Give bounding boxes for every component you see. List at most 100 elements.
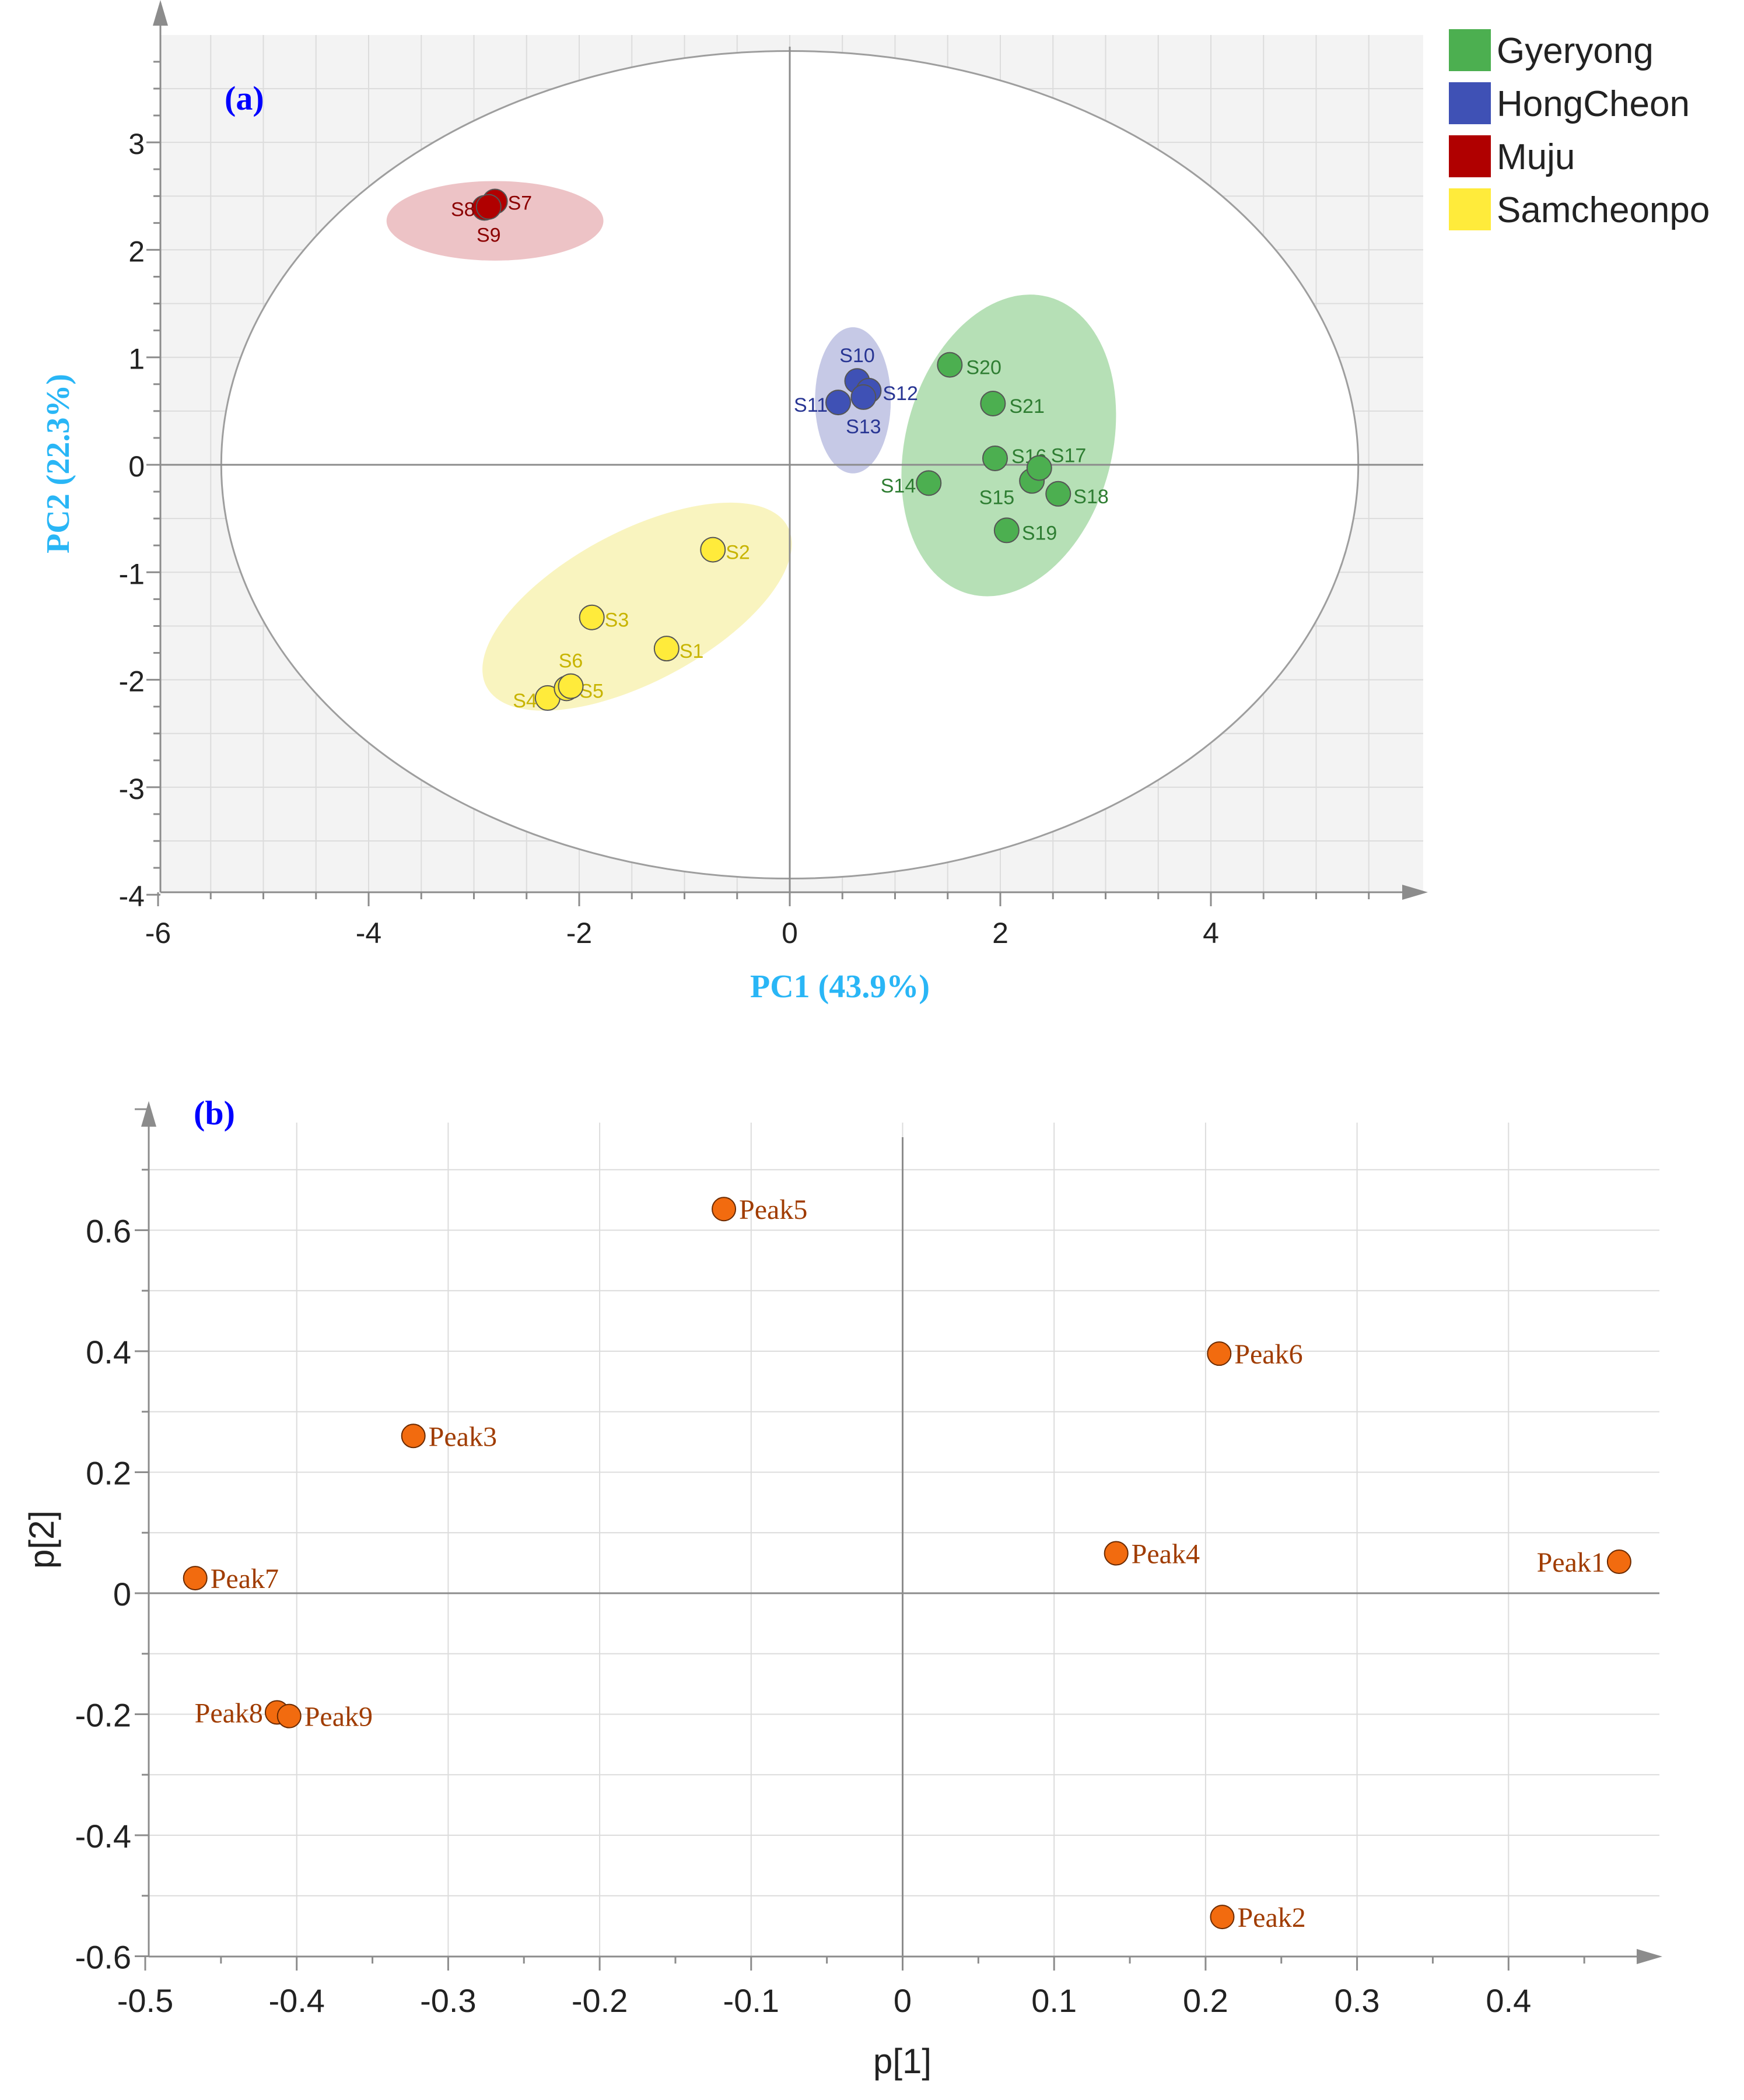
point-peak7 [183,1566,208,1591]
x-tick-label: -0.2 [572,1982,628,2019]
x-tick-label: -0.3 [420,1982,477,2019]
x-tick-label: 0.3 [1335,1982,1380,2019]
point-label-peak5: Peak5 [739,1194,807,1225]
y-tick-label: -0.4 [75,1818,132,1854]
point-label-peak1: Peak1 [1537,1547,1605,1578]
x-tick-label: -6 [145,917,171,949]
y-tick-label: -1 [119,558,145,590]
point-label-s17: S17 [1051,445,1087,467]
x-tick-label: -0.5 [117,1982,174,2019]
y-tick-label: -0.2 [75,1697,132,1734]
point-peak9 [276,1703,302,1729]
y-tick-label: 2 [128,235,145,268]
point-peak6 [1207,1341,1232,1366]
y-tick-label: 0.2 [86,1455,131,1492]
x-tick-label: 0 [894,1982,912,2019]
point-s11 [825,390,852,416]
point-s6 [558,673,584,699]
x-axis-arrow [1637,1949,1662,1964]
point-label-s12: S12 [882,383,918,405]
point-label-s2: S2 [726,542,750,564]
point-label-peak2: Peak2 [1237,1902,1305,1933]
y-tick-label: -3 [119,773,145,805]
point-s1 [653,636,680,662]
y-tick-label: 0.6 [86,1213,131,1250]
point-peak2 [1210,1905,1235,1930]
point-label-peak3: Peak3 [429,1421,497,1452]
point-label-peak7: Peak7 [211,1563,279,1594]
x-tick-label: 0 [782,917,798,949]
x-tick-label: -0.4 [268,1982,325,2019]
point-label-s3: S3 [605,609,629,632]
point-s17 [1026,455,1052,481]
point-s19 [993,517,1020,544]
y-tick-label: -2 [119,665,145,698]
legend-swatch-gyeryong [1449,29,1491,71]
point-label-s19: S19 [1022,522,1057,544]
y-axis-label: PC2 (22.3%) [40,374,76,553]
x-tick-label: 0.4 [1486,1982,1531,2019]
legend-swatch-samcheonpo [1449,188,1491,230]
point-label-s9: S9 [477,225,501,247]
point-s9 [475,194,502,220]
point-label-s13: S13 [846,416,881,438]
point-label-s18: S18 [1073,486,1109,508]
legend-swatch-hongcheon [1449,82,1491,124]
point-s16 [982,445,1008,471]
x-tick-label: -4 [356,917,381,949]
x-axis-arrow [1402,885,1428,900]
group-ellipse-muju [386,181,604,261]
legend-label-gyeryong: Gyeryong [1497,31,1654,71]
x-tick-label: -2 [566,917,592,949]
y-axis-arrow [141,1101,156,1127]
x-axis-label: p[1] [873,2042,931,2081]
point-label-s14: S14 [881,475,916,497]
point-s14 [916,470,942,496]
point-peak3 [401,1424,426,1449]
y-tick-label: 0 [128,450,145,483]
point-label-s4: S4 [513,690,537,712]
loading-plot: -0.6 -0.4 -0.2 0 0.2 0.4 0.6 -0.5 -0.4 -0.3 -0.2 -0… [22,1094,1662,2081]
legend-label-hongcheon: HongCheon [1497,84,1690,124]
legend-label-muju: Muju [1497,137,1575,177]
point-label-peak4: Peak4 [1132,1539,1200,1570]
point-label-s1: S1 [680,640,704,662]
x-axis-label: PC1 (43.9%) [750,969,930,1005]
point-label-s21: S21 [1009,395,1045,418]
loading-plot-points: Peak1 Peak2 Peak3 Peak4 Peak5 Peak6 Peak7 Peak8… [183,1194,1631,1933]
x-tick-label: 2 [992,917,1008,949]
y-axis-label: p[2] [22,1510,61,1569]
point-peak4 [1104,1541,1129,1566]
point-label-s20: S20 [966,357,1001,379]
point-label-peak8: Peak8 [195,1698,263,1729]
legend-label-samcheonpo: Samcheonpo [1497,190,1710,230]
y-tick-label: -4 [119,880,145,913]
point-s18 [1045,481,1071,507]
point-s13 [850,384,877,410]
point-label-peak9: Peak9 [304,1702,373,1733]
point-s3 [579,604,605,630]
point-label-s5: S5 [579,680,604,702]
point-peak5 [712,1197,737,1222]
x-tick-label: 0.2 [1183,1982,1228,2019]
point-label-s7: S7 [508,192,533,214]
point-label-s11: S11 [794,394,828,416]
y-tick-label: 0 [113,1576,131,1612]
panel-label-a: (a) [225,79,264,117]
legend: Gyeryong HongCheon Muju Samcheonpo [1449,29,1710,230]
x-tick-label: 4 [1203,917,1219,949]
point-label-s10: S10 [839,345,875,367]
y-tick-label: 0.4 [86,1334,131,1370]
point-label-s8: S8 [451,199,475,221]
y-tick-label: 1 [128,343,145,376]
point-label-s6: S6 [559,650,583,672]
point-s2 [700,537,726,563]
loading-plot-axes: -0.6 -0.4 -0.2 0 0.2 0.4 0.6 -0.5 -0.4 -0.3 -0.2 -0… [75,1101,1662,2019]
legend-swatch-muju [1449,135,1491,177]
y-tick-label: -0.6 [75,1939,132,1976]
y-axis-arrow [153,0,168,26]
point-peak1 [1606,1549,1631,1575]
